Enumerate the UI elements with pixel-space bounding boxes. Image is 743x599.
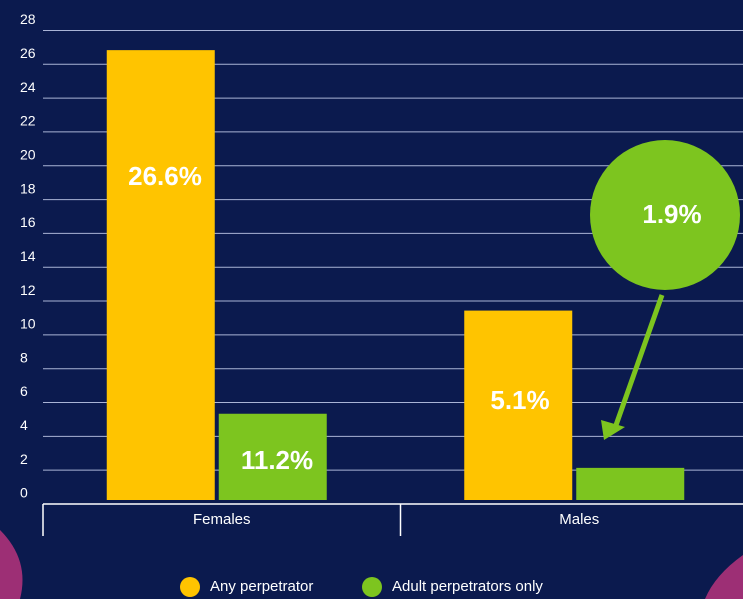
data-annotation: 1.9% — [642, 199, 701, 229]
callout-arrow — [612, 294, 665, 429]
y-tick-label: 4 — [20, 417, 28, 433]
y-tick-label: 6 — [20, 383, 28, 399]
callout-arrowhead — [601, 420, 625, 440]
y-tick-label: 8 — [20, 349, 28, 365]
y-tick-label: 16 — [20, 214, 36, 230]
y-tick-label: 0 — [20, 485, 28, 501]
x-tick-label: Males — [559, 511, 599, 528]
bar — [218, 413, 327, 500]
y-tick-label: 2 — [20, 451, 28, 467]
data-annotation: 26.6% — [128, 161, 202, 191]
y-tick-label: 24 — [20, 79, 36, 95]
y-tick-label: 10 — [20, 316, 36, 332]
y-tick-label: 26 — [20, 45, 36, 61]
legend-swatch — [362, 577, 382, 597]
bar — [106, 50, 215, 501]
data-annotation: 11.2% — [241, 445, 313, 475]
bar — [464, 310, 573, 500]
y-tick-label: 20 — [20, 146, 36, 162]
y-tick-label: 22 — [20, 113, 36, 129]
y-tick-label: 28 — [20, 11, 36, 27]
y-tick-label: 14 — [20, 248, 36, 264]
y-tick-label: 12 — [20, 282, 36, 298]
data-annotation: 5.1% — [490, 385, 549, 415]
y-tick-label: 18 — [20, 180, 36, 196]
legend-swatch — [180, 577, 200, 597]
legend-label: Any perpetrator — [210, 578, 313, 595]
bar — [576, 467, 685, 500]
x-tick-label: Females — [193, 511, 251, 528]
legend-label: Adult perpetrators only — [392, 578, 543, 595]
decoration — [0, 530, 23, 599]
decoration — [705, 555, 743, 599]
callout-bubble — [590, 140, 740, 290]
